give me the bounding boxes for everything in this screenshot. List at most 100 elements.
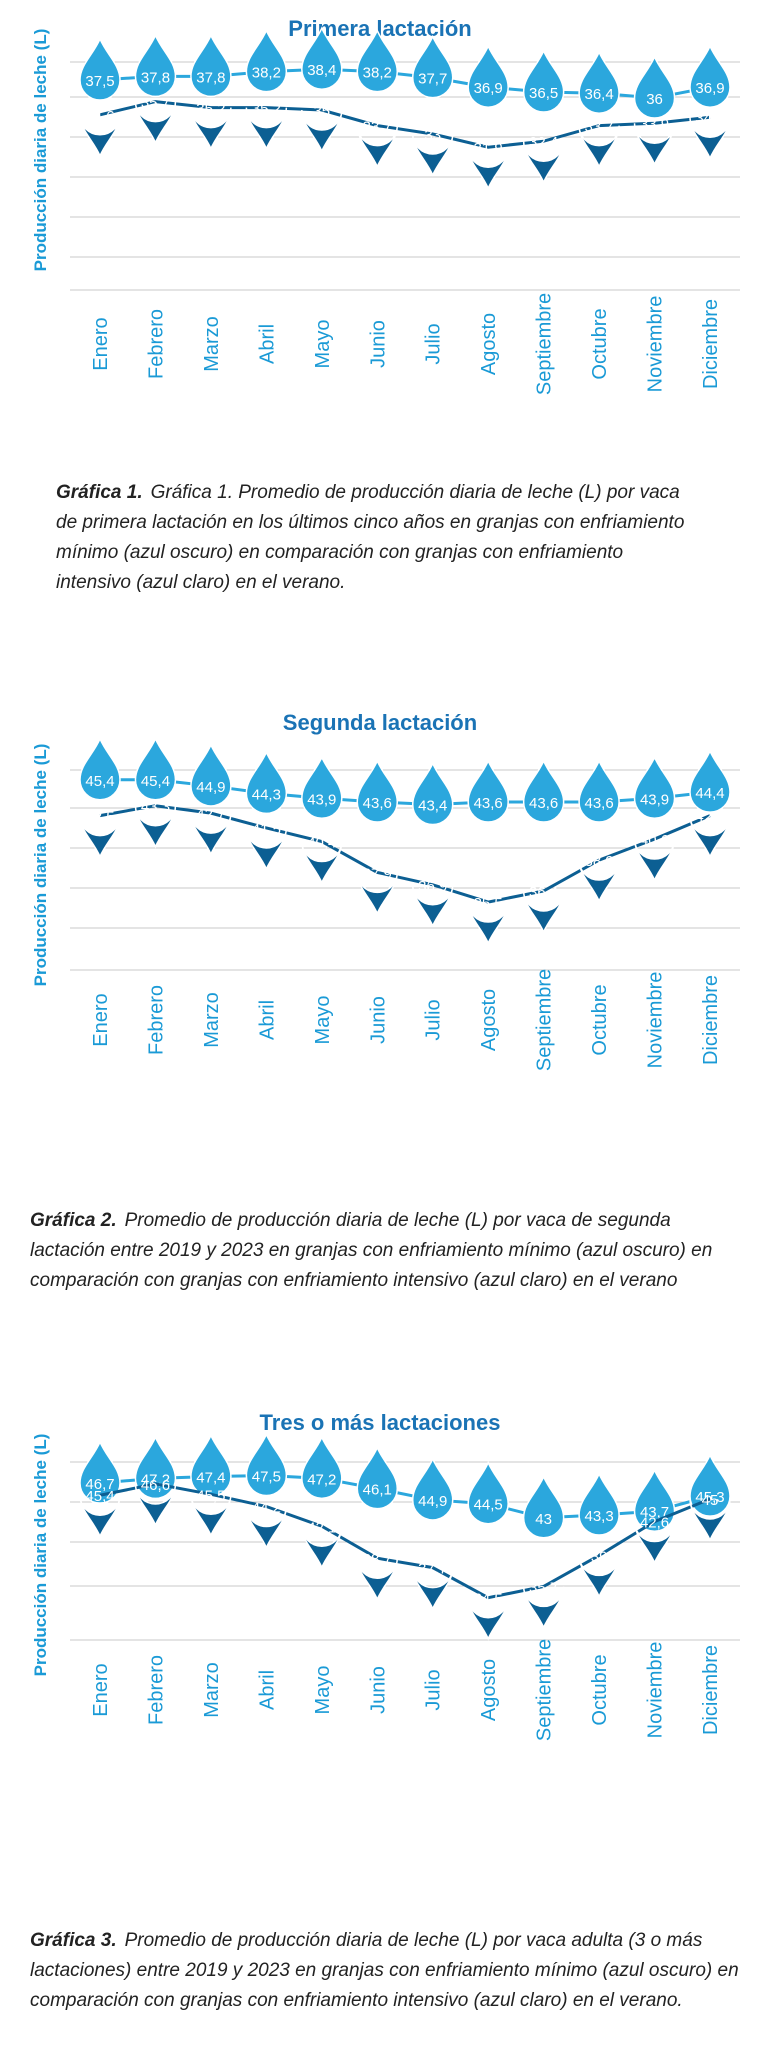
drop-marker-light <box>301 26 343 90</box>
data-label: 46,1 <box>363 1482 392 1499</box>
data-label: 47,5 <box>252 1469 281 1486</box>
x-tick-label: Mayo <box>312 320 334 369</box>
drop-marker-dark <box>134 805 177 849</box>
data-label: 44,3 <box>252 786 281 803</box>
x-tick-label: Septiembre <box>534 969 556 1071</box>
drop-marker-dark <box>633 123 676 167</box>
drop-marker-light <box>245 750 288 815</box>
data-label: 43,9 <box>307 791 336 808</box>
drop-marker-dark <box>301 109 343 153</box>
drop-marker-light <box>301 1435 343 1499</box>
drop-marker-light <box>522 759 565 823</box>
data-label: 37,8 <box>196 69 225 86</box>
drop-marker-light <box>190 1433 232 1498</box>
drop-marker-dark <box>578 860 620 903</box>
x-tick-label: Marzo <box>201 316 223 372</box>
x-tick-label: Febrero <box>145 985 167 1055</box>
drop-marker-dark <box>134 101 177 145</box>
y-axis-label: Producción diaria de leche (L) <box>31 1434 50 1677</box>
drop-marker-dark <box>356 1558 399 1602</box>
x-tick-label: Julio <box>423 999 445 1040</box>
data-label: 31,9 <box>474 140 503 157</box>
data-label: 43,3 <box>141 799 170 816</box>
x-tick-label: Marzo <box>201 1662 223 1718</box>
drop-marker-dark <box>522 890 565 934</box>
drop-marker-dark <box>245 107 288 151</box>
chart-title: Segunda lactación <box>283 710 477 735</box>
data-label: 42,5 <box>695 809 724 826</box>
x-tick-label: Abril <box>256 324 278 364</box>
drop-marker-dark <box>79 1495 121 1539</box>
data-label: 38,9 <box>584 853 613 870</box>
drop-marker-light <box>79 736 121 801</box>
drop-marker-dark <box>190 813 232 856</box>
drop-marker-light <box>134 736 177 801</box>
x-tick-label: Junio <box>367 1666 389 1714</box>
x-tick-label: Junio <box>367 996 389 1044</box>
x-tick-label: Septiembre <box>534 293 556 395</box>
x-tick-label: Agosto <box>478 989 500 1051</box>
data-label: 32,4 <box>529 134 558 151</box>
x-tick-label: Febrero <box>145 1655 167 1725</box>
x-tick-label: Julio <box>423 323 445 364</box>
data-label: 44,4 <box>695 785 724 802</box>
x-tick-label: Octubre <box>589 984 611 1055</box>
data-label: 43,4 <box>418 797 447 814</box>
data-label: 33 <box>424 127 441 144</box>
drop-marker-light <box>467 44 509 108</box>
drop-marker-light <box>633 755 676 819</box>
data-label: 47,2 <box>307 1471 336 1488</box>
data-label: 38,4 <box>307 62 336 79</box>
caption-label: Gráfica 2. <box>30 1210 117 1231</box>
x-tick-label: Octubre <box>589 1654 611 1725</box>
x-tick-label: Noviembre <box>645 1642 667 1739</box>
drop-marker-light <box>356 28 399 93</box>
data-label: 46,6 <box>141 1477 170 1494</box>
data-label: 45,4 <box>85 773 114 790</box>
data-label: 36,9 <box>418 878 447 895</box>
x-tick-label: Enero <box>90 317 112 370</box>
y-axis-label: Producción diaria de leche (L) <box>31 744 50 987</box>
drop-marker-dark <box>522 141 565 185</box>
x-tick-label: Abril <box>256 1670 278 1710</box>
x-tick-label: Junio <box>367 320 389 368</box>
x-tick-label: Abril <box>256 1000 278 1040</box>
data-label: 36,4 <box>584 86 613 103</box>
x-tick-label: Septiembre <box>534 1639 556 1741</box>
drop-marker-dark <box>467 1597 509 1641</box>
data-label: 37,7 <box>418 71 447 88</box>
chart-segunda-lactacion: Segunda lactación Producción diaria de le… <box>31 710 740 1071</box>
drop-marker-dark <box>633 839 676 882</box>
drop-marker-light <box>522 49 565 113</box>
caption-text: Promedio de producción diaria de leche (… <box>30 1930 739 2011</box>
drop-marker-light <box>578 50 620 114</box>
data-label: 35,7 <box>529 1579 558 1596</box>
data-label: 36,9 <box>695 80 724 97</box>
data-label: 42,5 <box>85 809 114 826</box>
x-tick-label: Octubre <box>589 308 611 379</box>
drop-marker-light <box>467 759 509 823</box>
data-label: 45,5 <box>196 1487 225 1504</box>
drop-marker-light <box>79 1440 121 1504</box>
drop-marker-dark <box>301 841 343 885</box>
drop-marker-light <box>79 37 121 101</box>
chart-caption: Gráfica 2. Promedio de producción diaria … <box>30 1206 750 1296</box>
drop-marker-light <box>689 44 731 108</box>
drop-marker-light <box>190 743 232 807</box>
drop-marker-dark <box>356 125 399 169</box>
chart-block-3: Tres o más lactaciones Producción diaria … <box>0 1390 761 2011</box>
data-label: 34,5 <box>474 1591 503 1608</box>
drop-marker-light <box>578 1472 620 1536</box>
drop-marker-light <box>190 33 232 98</box>
drop-marker-dark <box>134 1483 177 1527</box>
x-tick-label: Noviembre <box>645 972 667 1069</box>
data-label: 35,2 <box>196 101 225 118</box>
data-label: 39 <box>591 1548 608 1565</box>
data-label: 37,7 <box>418 1561 447 1578</box>
data-label: 34,4 <box>695 110 724 127</box>
x-tick-label: Diciembre <box>700 299 722 389</box>
y-axis-label: Producción diaria de leche (L) <box>31 29 50 272</box>
data-label: 33,7 <box>584 119 613 136</box>
series-line-dark <box>99 100 711 149</box>
chart-tres-o-mas-lactaciones: Tres o más lactaciones Producción diaria … <box>31 1410 740 1741</box>
